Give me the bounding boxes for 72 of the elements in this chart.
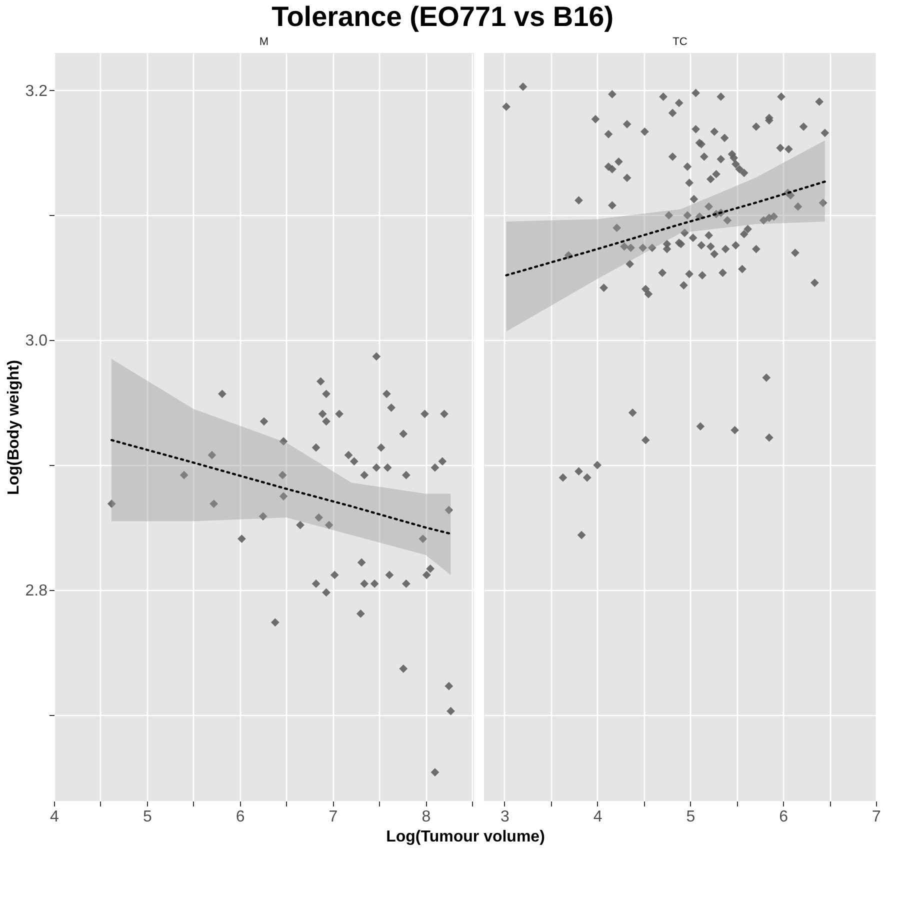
- x-tick-label: 8: [422, 808, 431, 826]
- x-tick-label: 7: [872, 808, 882, 826]
- point: [318, 410, 327, 418]
- chart-subtitle: TC: [672, 36, 688, 48]
- point: [440, 410, 448, 418]
- line-series: [110, 439, 452, 535]
- point: [322, 588, 330, 597]
- point: [238, 534, 246, 543]
- point: [399, 664, 408, 673]
- point: [385, 570, 394, 580]
- point: [270, 618, 280, 627]
- point: [350, 457, 358, 466]
- point: [356, 610, 365, 618]
- point: [210, 500, 218, 508]
- point: [372, 352, 381, 361]
- point: [399, 430, 408, 438]
- point: [370, 580, 379, 588]
- point: [430, 463, 440, 472]
- point: [260, 417, 268, 426]
- point: [438, 457, 447, 466]
- point: [258, 512, 268, 520]
- point: [316, 377, 325, 386]
- point: [107, 500, 116, 508]
- point: [330, 570, 339, 580]
- point: [314, 513, 324, 522]
- x-tick-label: 7: [328, 808, 338, 826]
- x-axis-title: Log(Tumour volume): [386, 828, 545, 846]
- point: [402, 580, 410, 588]
- point: [360, 470, 369, 480]
- point: [376, 443, 386, 452]
- point: [180, 470, 188, 480]
- y-tick-label: 2.8: [25, 582, 48, 600]
- x-tick-label: 5: [142, 808, 152, 826]
- point: [279, 492, 288, 500]
- point: [444, 506, 454, 514]
- point: [322, 417, 330, 426]
- x-tick-label: 3: [500, 808, 510, 826]
- y-axis-title: Log(Body weight): [5, 360, 22, 496]
- point: [335, 410, 344, 418]
- point: [430, 768, 440, 776]
- point: [344, 450, 353, 460]
- point: [208, 450, 216, 460]
- x-tick-label: 6: [236, 808, 245, 826]
- x-tick-label: 4: [593, 808, 602, 826]
- point: [278, 470, 287, 480]
- point: [360, 580, 369, 588]
- point: [324, 520, 334, 530]
- point: [312, 443, 320, 452]
- point: [422, 570, 431, 580]
- point: [382, 390, 391, 398]
- point: [446, 706, 455, 716]
- point: [426, 564, 435, 573]
- point: [357, 558, 366, 567]
- x-tick-label: 6: [779, 808, 788, 826]
- x-tick-label: 5: [686, 808, 696, 826]
- point: [279, 437, 288, 446]
- point: [312, 580, 320, 588]
- point: [420, 410, 429, 418]
- point: [387, 403, 396, 412]
- point: [402, 470, 410, 480]
- point: [418, 534, 428, 543]
- point: [383, 463, 392, 472]
- x-tick-label: 4: [50, 808, 60, 826]
- point: [444, 682, 454, 690]
- point: [372, 463, 381, 472]
- chart-subtitle: M: [259, 36, 269, 48]
- point: [296, 520, 304, 530]
- point: [218, 390, 226, 398]
- chart-title: Tolerance (EO771 vs B16): [272, 1, 614, 32]
- y-tick-label: 3.0: [25, 332, 48, 350]
- y-tick-label: 3.2: [25, 82, 48, 100]
- point: [322, 390, 330, 398]
